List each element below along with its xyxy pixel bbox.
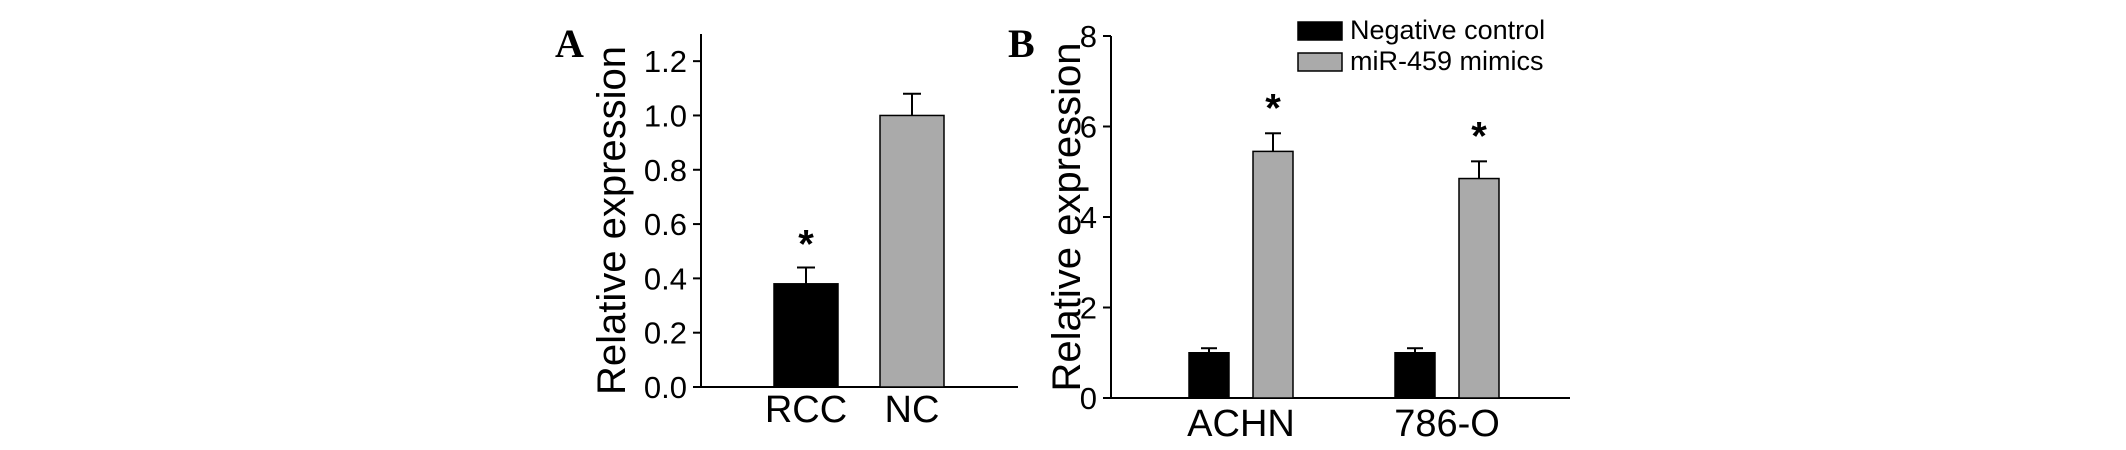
bar-series-0: [1394, 352, 1436, 399]
panel-letter-b: B: [1008, 21, 1035, 66]
bar-nc: [879, 114, 945, 388]
y-tick-label: 1.0: [644, 98, 687, 133]
y-tick-label: 1.2: [644, 44, 687, 79]
panel-a: A 0.0 0.2 0.4 0.6 0.8 1.0 1.2 Relative expressio…: [555, 21, 1018, 431]
significance-marker: *: [1471, 114, 1487, 158]
y-tick-label: 0: [1080, 381, 1097, 416]
y-tick-label: 0.2: [644, 316, 687, 351]
y-tick-label: 6: [1080, 110, 1097, 145]
x-category-label: RCC: [765, 389, 847, 431]
bar-rcc: [773, 283, 839, 388]
y-tick-label: 0.8: [644, 153, 687, 188]
y-tick-label: 8: [1080, 19, 1097, 54]
y-axis-title: Relative expression: [590, 46, 634, 395]
legend-label: miR-459 mimics: [1350, 46, 1544, 76]
panel-letter-a: A: [555, 21, 584, 66]
bar-series-1: [1458, 177, 1500, 399]
y-tick-label: 0.0: [644, 370, 687, 405]
x-category-label: 786-O: [1394, 403, 1500, 445]
legend-swatch: [1297, 21, 1343, 41]
y-tick-label: 0.4: [644, 261, 687, 296]
bar-series-0: [1188, 352, 1230, 399]
significance-marker: *: [1265, 86, 1281, 130]
x-category-label: ACHN: [1187, 403, 1295, 445]
legend-label: Negative control: [1350, 15, 1545, 45]
x-category-label: NC: [885, 389, 940, 431]
significance-marker: *: [798, 223, 814, 267]
bar-series-1: [1252, 150, 1294, 399]
y-tick-label: 4: [1080, 200, 1097, 235]
y-tick-label: 2: [1080, 291, 1097, 326]
legend-swatch: [1297, 52, 1343, 72]
y-axis-title: Relative expression: [1045, 42, 1089, 391]
y-tick-label: 0.6: [644, 207, 687, 242]
